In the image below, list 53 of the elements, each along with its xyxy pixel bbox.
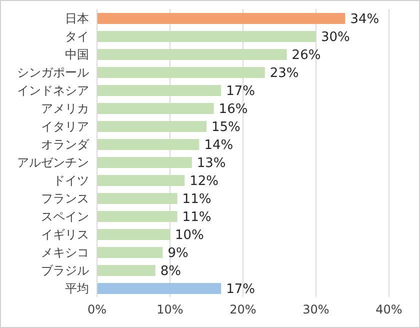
y-tick-label: 中国 [65,47,89,62]
data-label: 17% [226,84,256,100]
bar [97,157,192,168]
bar [97,211,178,222]
bar [97,229,170,240]
y-tick-label: インドネシア [17,83,89,98]
y-tick-label: 平均 [65,281,89,296]
data-label: 16% [218,102,248,118]
data-label: 14% [204,138,234,154]
bar [97,67,265,78]
data-label: 17% [226,282,256,298]
data-label: 34% [350,12,380,28]
data-label: 8% [160,264,182,280]
bar [97,121,206,132]
x-tick-label: 0% [87,302,107,317]
data-label: 15% [212,120,240,136]
y-tick-label: シンガポール [17,65,89,80]
bar [97,139,200,150]
y-tick-label: ブラジル [41,263,89,278]
x-tick-label: 40% [376,302,402,317]
x-tick-label: 30% [302,302,330,317]
bar [97,193,178,204]
bar [97,283,222,294]
y-tick-label: イタリア [41,119,89,134]
x-tick-label: 20% [230,302,256,317]
bar [97,103,214,114]
data-label: 11% [182,210,212,226]
bar [97,175,185,186]
bar [97,13,346,24]
data-label: 26% [292,48,321,64]
y-tick-label: アメリカ [41,101,89,116]
y-tick-label: アルゼンチン [17,155,89,170]
bar [97,247,163,258]
y-tick-label: ドイツ [53,173,89,188]
y-tick-label: メキシコ [41,245,89,260]
y-tick-label: 日本 [65,11,89,26]
x-tick-label: 10% [156,302,184,317]
data-label: 12% [190,174,219,190]
bar [97,31,316,42]
y-tick-label: フランス [41,191,89,206]
y-tick-label: スペイン [41,209,89,224]
bar [97,265,156,276]
data-label: 10% [175,228,204,244]
bar [97,49,287,60]
data-label: 9% [168,246,188,262]
bar [97,85,222,96]
data-label: 13% [196,156,226,172]
data-label: 30% [321,30,350,46]
data-label: 11% [182,192,212,208]
data-label: 23% [270,66,299,82]
y-tick-label: オランダ [41,137,90,152]
y-tick-label: イギリス [41,227,89,242]
y-tick-label: タイ [65,29,89,44]
